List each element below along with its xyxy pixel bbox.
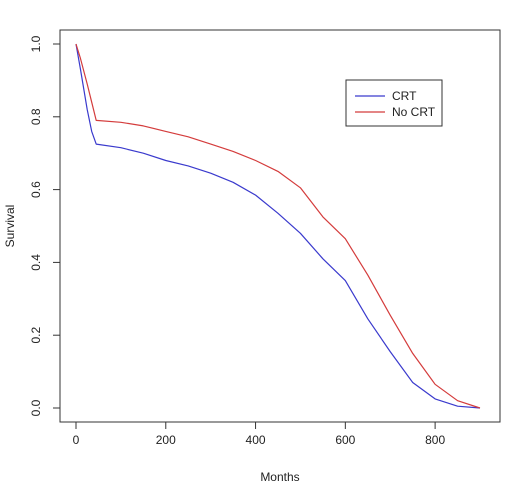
series-layer — [75, 43, 481, 409]
y-tick-label: 0.8 — [29, 108, 43, 125]
y-axis: 0.0 0.2 0.4 0.6 0.8 1.0 — [29, 35, 61, 416]
y-tick-label: 0.0 — [29, 399, 43, 416]
x-axis: 0 200 400 600 800 — [73, 421, 445, 447]
x-tick-label: 800 — [425, 433, 445, 447]
x-tick-label: 200 — [156, 433, 176, 447]
x-tick-label: 600 — [335, 433, 355, 447]
y-tick-label: 0.6 — [29, 181, 43, 198]
series-line-no-crt — [75, 43, 481, 409]
y-tick-label: 0.4 — [29, 254, 43, 271]
y-tick-label: 0.2 — [29, 327, 43, 344]
x-axis-label: Months — [260, 470, 299, 484]
legend-label-no-crt: No CRT — [392, 105, 436, 119]
legend: CRT No CRT — [345, 79, 443, 127]
legend-label-crt: CRT — [392, 89, 417, 103]
series-line-crt — [75, 43, 481, 409]
y-tick-label: 1.0 — [29, 35, 43, 52]
legend-box — [345, 79, 443, 127]
x-tick-label: 400 — [246, 433, 266, 447]
x-tick-label: 0 — [73, 433, 80, 447]
y-axis-label: Survival — [3, 205, 17, 248]
